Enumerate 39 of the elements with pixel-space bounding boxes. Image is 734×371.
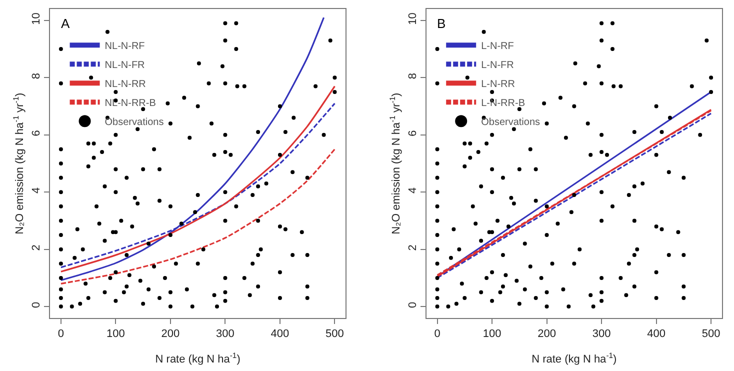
y-tick-label: 0 (406, 302, 419, 308)
legend-label: NL-N-RF (104, 41, 145, 52)
legend-label: L-N-RR-B (481, 98, 526, 110)
x-tick-label: 500 (702, 328, 720, 340)
x-tick-label: 400 (270, 328, 290, 340)
y-tick-label: 10 (30, 12, 43, 25)
annotation: B (437, 16, 446, 31)
x-tick-label: 200 (161, 328, 180, 340)
legend-label: Observations (104, 117, 164, 128)
legend-label: L-N-RR (481, 79, 515, 90)
legend-label: Observations (481, 117, 540, 128)
x-tick-label: 300 (592, 328, 611, 340)
x-tick-label: 100 (106, 328, 125, 340)
y-tick-label: 4 (406, 187, 419, 194)
y-tick-label: 4 (30, 187, 43, 194)
x-tick-label: 500 (326, 328, 344, 340)
line-series (60, 148, 336, 284)
legend-label: L-N-RF (481, 41, 514, 52)
legend-label: NL-N-FR (104, 60, 145, 72)
x-axis-title: N rate (kg N ha$^{-1}$) (532, 350, 617, 366)
x-tick-label: 300 (216, 328, 234, 340)
x-tick-label: 100 (482, 328, 502, 340)
legend-label: NL-N-RR-B (104, 98, 156, 110)
x-tick-label: 0 (434, 328, 440, 340)
y-tick-label: 2 (406, 244, 419, 251)
y-tick-label: 6 (30, 130, 43, 136)
y-tick-label: 6 (406, 130, 419, 136)
y-tick-label: 8 (30, 72, 43, 80)
x-axis-title: N rate (kg N ha$^{-1}$) (155, 350, 240, 366)
y-tick-label: 0 (30, 302, 43, 308)
y-tick-label: 8 (406, 72, 419, 80)
annotation: A (61, 16, 70, 31)
legend-label: L-N-FR (481, 60, 514, 72)
y-tick-label: 2 (30, 244, 43, 251)
legend-label: NL-N-RR (104, 79, 146, 90)
x-tick-label: 0 (58, 328, 64, 340)
y-tick-label: 10 (406, 12, 419, 25)
x-tick-label: 200 (538, 328, 556, 340)
x-tick-label: 400 (647, 328, 666, 340)
